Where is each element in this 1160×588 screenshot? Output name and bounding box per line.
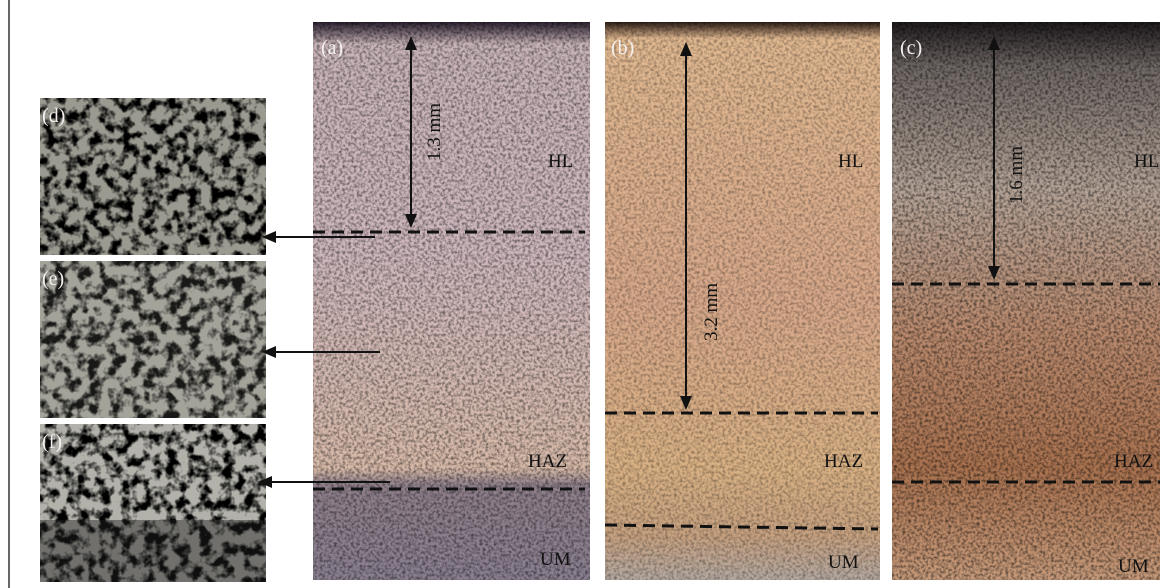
inset-label: (f) <box>42 431 62 453</box>
inset-d: (d) <box>40 98 266 255</box>
figure: (d) (e) (f) (a) 1.3 mm HL HAZ UM (b) <box>0 0 1160 588</box>
panel-a: (a) 1.3 mm HL HAZ UM <box>313 22 590 580</box>
panel-b: (b) 3.2 mm HL HAZ UM <box>605 22 880 580</box>
zone-label: HL <box>548 151 573 172</box>
measurement: 1.6 mm <box>1006 146 1027 204</box>
zone-label: HL <box>838 151 863 172</box>
zone-label: UM <box>540 549 571 570</box>
zone-label: UM <box>1118 556 1149 577</box>
inset-f: (f) <box>40 424 266 582</box>
panel-label: (a) <box>321 37 343 59</box>
panel-c: (c) 1.6 mm HL HAZ UM <box>892 22 1160 580</box>
measurement: 1.3 mm <box>424 103 445 161</box>
panel-label: (b) <box>611 37 634 59</box>
panel-label: (c) <box>900 37 922 59</box>
zone-label: HAZ <box>1114 451 1153 472</box>
inset-label: (d) <box>42 105 65 127</box>
inset-label: (e) <box>42 268 64 290</box>
inset-e: (e) <box>40 261 266 418</box>
measurement: 3.2 mm <box>701 283 722 341</box>
zone-label: HAZ <box>824 451 863 472</box>
zone-label: HL <box>1134 151 1159 172</box>
zone-label: UM <box>828 552 859 573</box>
zone-label: HAZ <box>528 451 567 472</box>
